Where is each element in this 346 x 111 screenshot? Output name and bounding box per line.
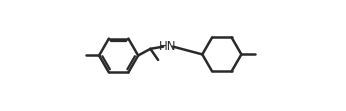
Text: HN: HN bbox=[160, 40, 177, 53]
